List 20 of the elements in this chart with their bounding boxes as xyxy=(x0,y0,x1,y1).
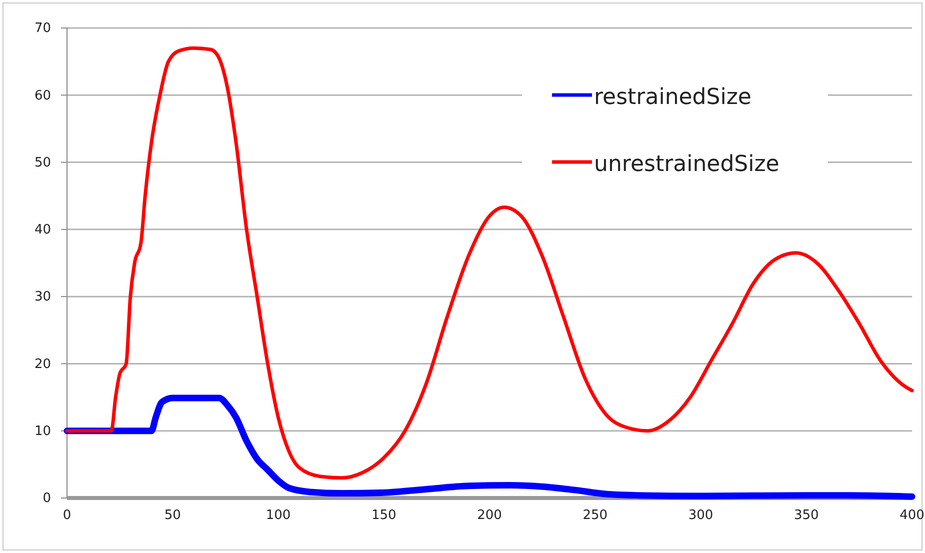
x-tick-label: 200 xyxy=(477,508,502,524)
y-tick-label: 70 xyxy=(34,21,51,36)
y-tick-label: 40 xyxy=(34,222,51,238)
x-tick-label: 0 xyxy=(62,508,72,524)
x-tick-label: 100 xyxy=(266,508,291,524)
x-tick-label: 350 xyxy=(794,508,819,524)
legend-label: restrainedSize xyxy=(594,85,752,110)
legend-label: unrestrainedSize xyxy=(594,152,780,177)
y-tick-label: 50 xyxy=(34,155,51,170)
x-tick-label: 150 xyxy=(371,508,396,524)
y-tick-label: 60 xyxy=(34,88,51,104)
x-tick-label: 50 xyxy=(164,508,181,524)
y-tick-label: 30 xyxy=(34,290,51,305)
y-tick-label: 0 xyxy=(42,491,51,506)
y-tick-label: 20 xyxy=(34,356,51,372)
line-series xyxy=(65,46,914,480)
x-tick-label: 250 xyxy=(582,508,608,524)
x-tick-label: 300 xyxy=(688,508,714,524)
x-tick-label: 400 xyxy=(900,508,924,524)
y-tick-label: 10 xyxy=(34,424,51,440)
